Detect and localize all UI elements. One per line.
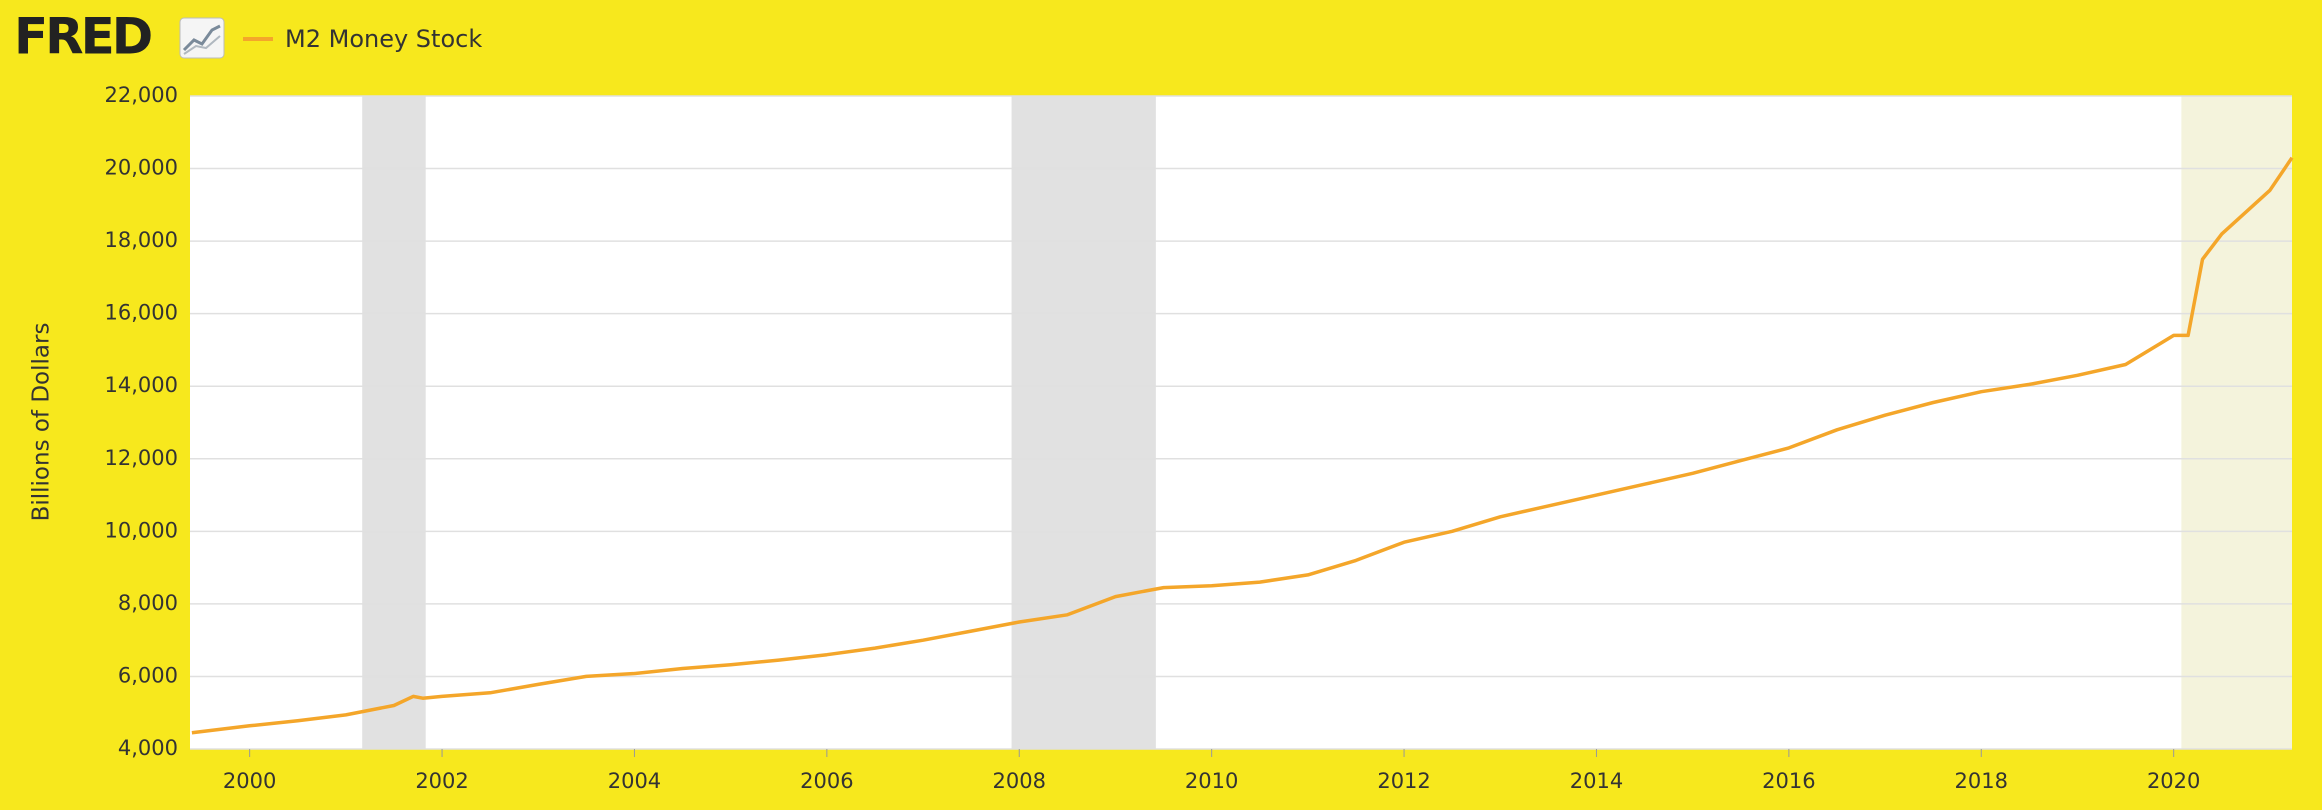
data-line xyxy=(191,156,2294,735)
x-tick-label: 2012 xyxy=(1377,769,1430,793)
recession-band xyxy=(1011,96,1156,749)
y-tick-label: 6,000 xyxy=(118,663,178,687)
recession-band xyxy=(362,96,426,749)
y-tick-label: 20,000 xyxy=(105,156,178,180)
x-tick-label: 2006 xyxy=(800,769,853,793)
y-axis-label: Billions of Dollars xyxy=(29,323,55,522)
y-tick-label: 10,000 xyxy=(105,518,178,542)
y-tick-label: 8,000 xyxy=(118,591,178,615)
x-tick-label: 2004 xyxy=(608,769,661,793)
x-tick-label: 2014 xyxy=(1570,769,1623,793)
x-tick-label: 2000 xyxy=(223,769,276,793)
x-tick-label: 2002 xyxy=(415,769,468,793)
x-tick-label: 2020 xyxy=(2147,769,2200,793)
legend-label: M2 Money Stock xyxy=(285,25,482,53)
y-tick-label: 4,000 xyxy=(118,736,178,760)
y-tick-label: 18,000 xyxy=(105,228,178,252)
y-tick-label: 14,000 xyxy=(105,373,178,397)
y-tick-label: 12,000 xyxy=(105,446,178,470)
x-tick-label: 2016 xyxy=(1762,769,1815,793)
x-tick-label: 2018 xyxy=(1955,769,2008,793)
logo-icon xyxy=(179,17,225,59)
y-tick-label: 16,000 xyxy=(105,301,178,325)
x-tick-label: 2010 xyxy=(1185,769,1238,793)
recession-band xyxy=(2181,96,2292,749)
y-tick-label: 22,000 xyxy=(105,83,178,107)
plot-area xyxy=(190,96,2292,749)
x-tick-label: 2008 xyxy=(993,769,1046,793)
logo: FRED xyxy=(14,8,151,66)
